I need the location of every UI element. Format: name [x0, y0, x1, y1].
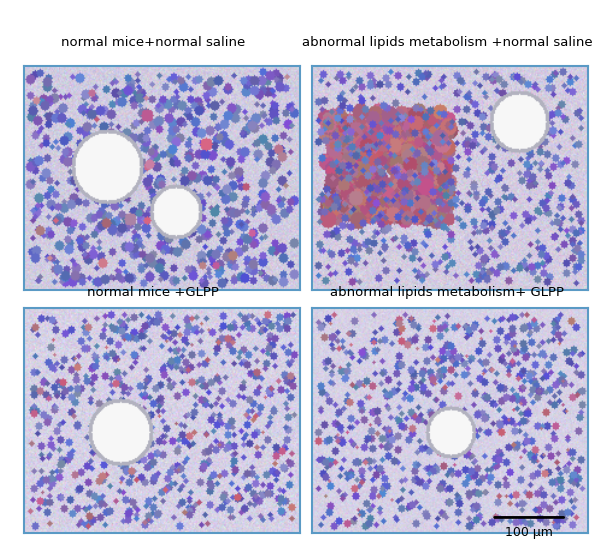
Text: abnormal lipids metabolism +normal saline: abnormal lipids metabolism +normal salin…: [302, 36, 592, 49]
Text: abnormal lipids metabolism+ GLPP: abnormal lipids metabolism+ GLPP: [330, 286, 564, 299]
Text: normal mice +GLPP: normal mice +GLPP: [87, 286, 219, 299]
Text: 100 μm: 100 μm: [505, 526, 553, 540]
Text: normal mice+normal saline: normal mice+normal saline: [61, 36, 245, 49]
